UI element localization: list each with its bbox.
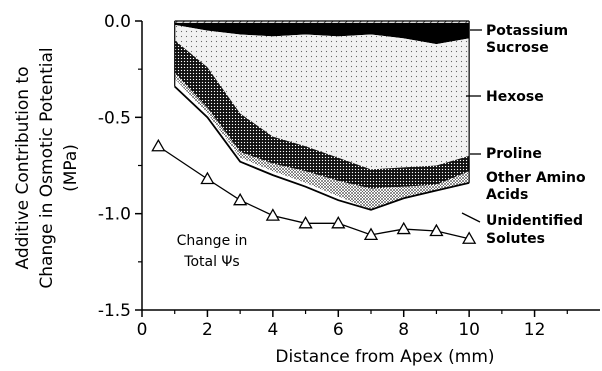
total-series-point: [396, 221, 411, 235]
y-tick-label: 0.0: [104, 12, 131, 32]
y-axis-title-line3: (MPa): [61, 144, 81, 192]
label-hexose: Hexose: [486, 89, 544, 105]
total-series-point: [363, 227, 379, 241]
y-tick-label: -1.0: [98, 205, 131, 225]
x-tick-label: 8: [398, 320, 409, 340]
label-unidentified-line1: Unidentified: [486, 213, 583, 229]
y-tick-label: -1.5: [98, 301, 131, 321]
label-total-line1: Change in: [177, 233, 248, 249]
x-tick-label: 4: [267, 320, 278, 340]
label-proline: Proline: [486, 146, 542, 162]
label-sucrose: Sucrose: [486, 40, 549, 56]
total-series-point: [233, 192, 248, 206]
boundary-bottom: [174, 85, 470, 211]
x-tick-label: 6: [333, 320, 344, 340]
label-other-amino-line1: Other Amino: [486, 170, 586, 186]
band-proline: [174, 40, 470, 189]
leader-unidentified: [461, 212, 481, 223]
x-tick-label: 10: [458, 320, 480, 340]
label-other-amino-line2: Acids: [486, 187, 528, 203]
total-series-point: [151, 138, 166, 152]
x-axis-title: Distance from Apex (mm): [275, 347, 494, 367]
total-series-point: [331, 215, 346, 229]
plot-area: 0.0 -0.5 -1.0 -1.5 0 2 4 6 8 10 12: [98, 12, 600, 340]
total-series-point: [429, 223, 444, 237]
y-axis-title-line1: Additive Contribution to: [13, 67, 33, 270]
label-total-line2: Total Ψs: [183, 254, 239, 270]
total-series-point: [265, 208, 280, 221]
total-series-point: [298, 215, 313, 229]
band-hexose: [174, 24, 470, 170]
total-series-point: [462, 231, 477, 244]
total-series-point: [200, 171, 215, 185]
label-potassium: Potassium: [486, 23, 568, 39]
x-tick-label: 0: [137, 320, 148, 340]
y-tick-label: -0.5: [98, 108, 131, 128]
x-tick-label: 12: [524, 320, 546, 340]
label-unidentified-line2: Solutes: [486, 231, 545, 247]
x-tick-label: 2: [202, 320, 213, 340]
leader-lines: [461, 29, 482, 223]
band-other-amino-acids: [174, 73, 470, 210]
total-series-line: [157, 145, 470, 240]
y-axis-title-line2: Change in Osmotic Potential: [37, 47, 57, 288]
band-sucrose: [174, 22, 470, 45]
